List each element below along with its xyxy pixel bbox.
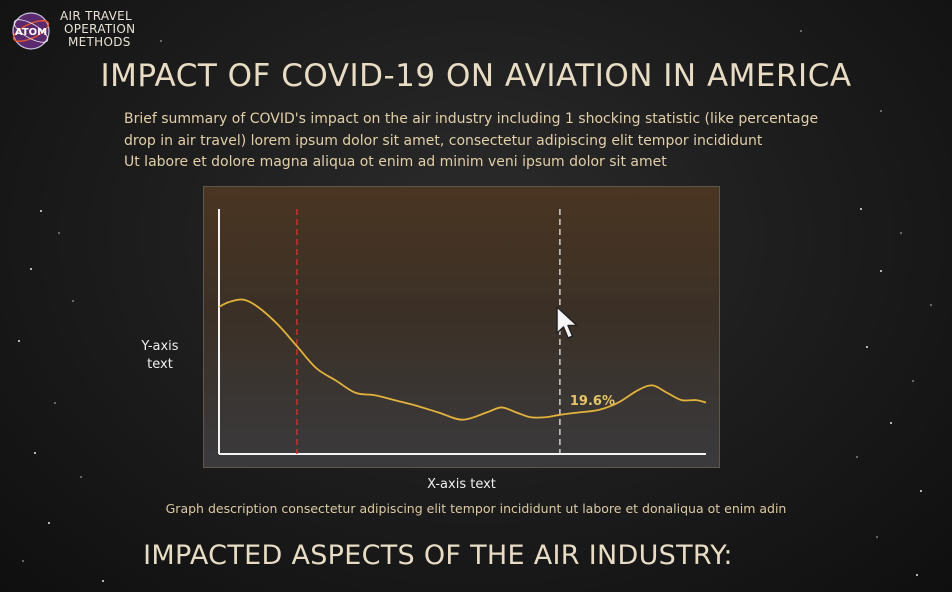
star bbox=[80, 476, 82, 478]
star bbox=[22, 560, 24, 562]
star bbox=[40, 210, 42, 212]
mouse-pointer-icon bbox=[556, 306, 578, 339]
star bbox=[58, 232, 60, 234]
logo-wordmark: AIR TRAVEL OPERATION METHODS bbox=[60, 10, 135, 49]
star bbox=[890, 422, 892, 424]
star bbox=[30, 268, 32, 270]
graph-description: Graph description consectetur adipiscing… bbox=[165, 501, 787, 516]
summary-line: Brief summary of COVID's impact on the a… bbox=[124, 111, 819, 127]
star bbox=[18, 340, 20, 342]
star bbox=[54, 402, 56, 404]
summary-text: Brief summary of COVID's impact on the a… bbox=[124, 109, 844, 174]
star bbox=[72, 300, 74, 302]
star bbox=[876, 536, 878, 538]
logo-line: OPERATION bbox=[64, 22, 136, 36]
logo-line: AIR TRAVEL bbox=[60, 9, 132, 23]
star bbox=[916, 574, 918, 576]
line-chart[interactable]: 19.6% bbox=[203, 186, 720, 468]
y-axis-label-line: Y-axis bbox=[141, 339, 179, 354]
star bbox=[800, 30, 802, 32]
summary-line: drop in air travel) lorem ipsum dolor si… bbox=[124, 132, 763, 149]
chart-canvas: 19.6% bbox=[218, 209, 707, 455]
star bbox=[856, 456, 858, 458]
page-title: IMPACT OF COVID-19 ON AVIATION IN AMERIC… bbox=[100, 58, 852, 94]
star bbox=[48, 522, 50, 524]
logo-line: METHODS bbox=[68, 35, 131, 49]
star bbox=[866, 346, 868, 348]
section-title: IMPACTED ASPECTS OF THE AIR INDUSTRY: bbox=[143, 540, 733, 571]
star bbox=[880, 270, 882, 272]
star bbox=[880, 110, 882, 112]
brand-logo[interactable]: ATOM AIR TRAVEL OPERATION METHODS bbox=[10, 10, 140, 54]
star bbox=[860, 208, 862, 210]
star bbox=[102, 580, 104, 582]
star bbox=[920, 490, 922, 492]
data-label: 19.6% bbox=[570, 394, 615, 409]
atom-orbit-logo-icon: ATOM bbox=[12, 12, 50, 50]
summary-line: Ut labore et dolore magna aliqua ot enim… bbox=[124, 154, 667, 170]
star bbox=[34, 452, 36, 454]
series-line-1 bbox=[218, 298, 707, 421]
y-axis-label-line: text bbox=[147, 357, 173, 372]
star bbox=[930, 304, 932, 306]
star bbox=[912, 380, 914, 382]
star bbox=[900, 232, 902, 234]
star bbox=[160, 40, 162, 42]
y-axis-label: Y-axis text bbox=[122, 338, 198, 374]
x-axis-label: X-axis text bbox=[427, 477, 496, 492]
logo-badge-text: ATOM bbox=[15, 27, 47, 38]
